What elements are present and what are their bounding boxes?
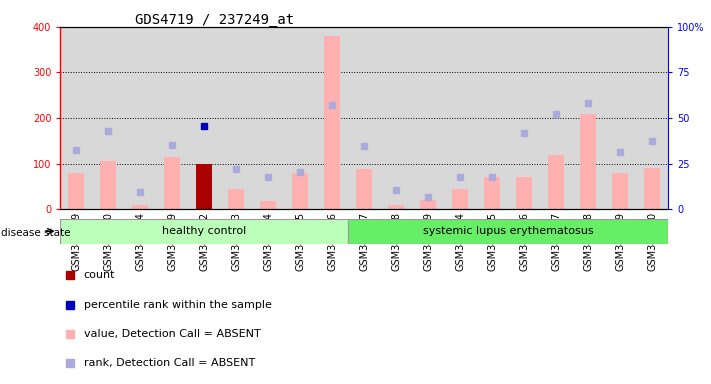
Bar <box>548 155 565 209</box>
Text: rank, Detection Call = ABSENT: rank, Detection Call = ABSENT <box>83 358 255 368</box>
Bar <box>60 27 92 209</box>
Bar <box>636 27 668 209</box>
Bar <box>388 205 405 209</box>
Bar <box>452 189 469 209</box>
Bar <box>484 177 501 209</box>
Bar <box>196 164 213 209</box>
Bar <box>156 27 188 209</box>
Bar <box>100 161 117 209</box>
Bar <box>644 168 661 209</box>
Bar <box>188 27 220 209</box>
Bar <box>540 27 572 209</box>
Bar <box>324 36 341 209</box>
Bar <box>476 27 508 209</box>
Bar <box>260 201 277 209</box>
Bar <box>348 219 668 244</box>
Bar <box>604 27 636 209</box>
Text: systemic lupus erythematosus: systemic lupus erythematosus <box>423 226 594 237</box>
Bar <box>68 173 85 209</box>
Text: healthy control: healthy control <box>162 226 247 237</box>
Bar <box>252 27 284 209</box>
Bar <box>124 27 156 209</box>
Bar <box>356 169 373 209</box>
Bar <box>412 27 444 209</box>
Text: value, Detection Call = ABSENT: value, Detection Call = ABSENT <box>83 329 260 339</box>
Bar <box>380 27 412 209</box>
Bar <box>508 27 540 209</box>
Text: percentile rank within the sample: percentile rank within the sample <box>83 300 272 310</box>
Text: count: count <box>83 270 115 280</box>
Bar <box>612 173 629 209</box>
Text: GDS4719 / 237249_at: GDS4719 / 237249_at <box>135 13 294 27</box>
Bar <box>284 27 316 209</box>
Bar <box>220 27 252 209</box>
Bar <box>348 27 380 209</box>
Bar <box>92 27 124 209</box>
Bar <box>420 200 437 209</box>
Bar <box>316 27 348 209</box>
Bar <box>572 27 604 209</box>
Bar <box>132 205 149 209</box>
Bar <box>164 157 181 209</box>
Bar <box>580 114 597 209</box>
Text: disease state: disease state <box>1 228 71 238</box>
Bar <box>516 177 533 209</box>
Bar <box>292 173 309 209</box>
Bar <box>228 189 245 209</box>
Bar <box>60 219 348 244</box>
Bar <box>444 27 476 209</box>
